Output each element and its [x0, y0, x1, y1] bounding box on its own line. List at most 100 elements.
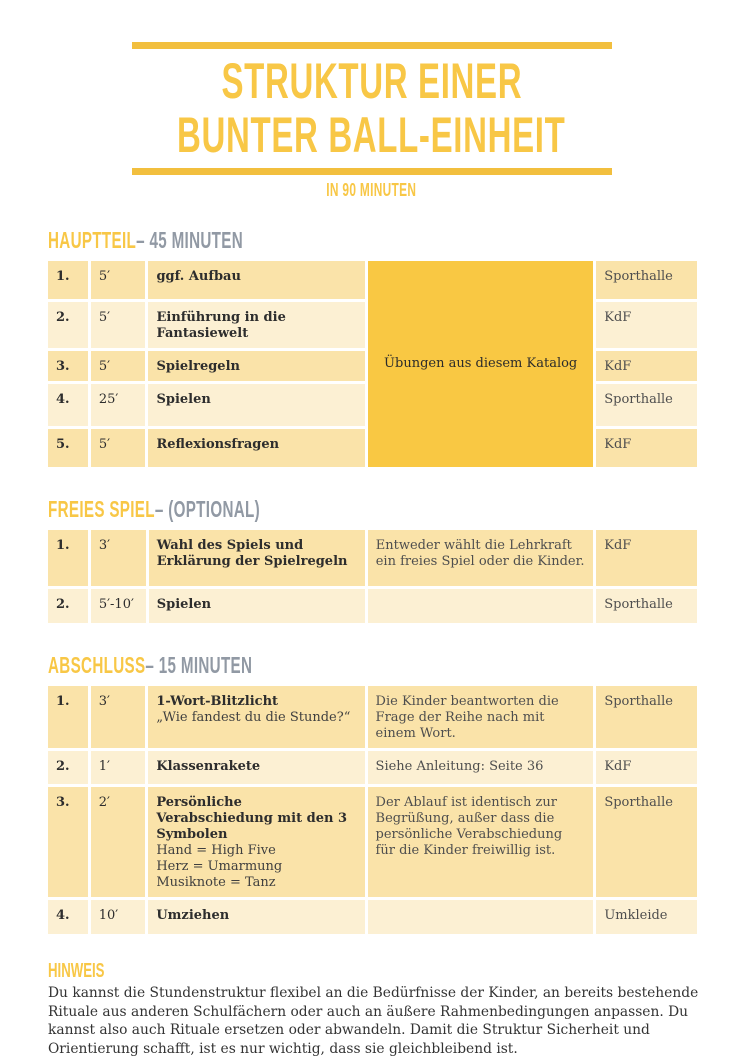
- cell-activity: Klassenrakete: [148, 751, 365, 784]
- cell-location: Sporthalle: [596, 384, 697, 426]
- table-row: 5. 5′ Reflexionsfragen KdF: [48, 429, 697, 467]
- cell-activity: 1-Wort-Blitzlicht „Wie fandest du die Stu…: [148, 686, 365, 748]
- page-subtitle: IN 90 MINUTEN: [0, 180, 743, 201]
- cell-number: 1.: [48, 686, 88, 748]
- cell-activity: Spielregeln: [148, 351, 366, 381]
- page-title-line2: BUNTER BALL-EINHEIT: [0, 108, 743, 162]
- cell-location: Sporthalle: [596, 261, 697, 299]
- cell-location: KdF: [596, 429, 697, 467]
- section-heading-accent: HAUPTTEIL: [48, 227, 137, 253]
- section-heading-rest: – 15 MINUTEN: [145, 652, 253, 678]
- activity-title: Umziehen: [156, 908, 230, 923]
- cell-number: 3.: [48, 787, 88, 897]
- cell-activity: ggf. Aufbau: [148, 261, 366, 299]
- cell-number: 2.: [48, 751, 88, 784]
- activity-subline: Herz = Umarmung: [156, 859, 283, 874]
- cell-number: 1.: [48, 261, 88, 299]
- activity-title: Spielen: [156, 597, 212, 612]
- section-freies-spiel: FREIES SPIEL– (OPTIONAL) 1. 3′ Wahl des Sp…: [48, 497, 700, 626]
- cell-duration: 5′: [90, 429, 146, 467]
- cell-duration: 2′: [90, 787, 146, 897]
- cell-duration: 3′: [90, 686, 146, 748]
- hinweis-section: HINWEIS Du kannst die Stundenstruktur fl…: [48, 960, 700, 1056]
- section-heading: FREIES SPIEL– (OPTIONAL): [48, 497, 700, 522]
- activity-title: Persönliche Verabschiedung mit den 3 Sym…: [156, 795, 347, 842]
- table-row: 2. 5′ Einführung in die Fantasiewelt KdF: [48, 302, 697, 348]
- cell-description: Siehe Anleitung: Seite 36: [367, 751, 594, 784]
- cell-description: [367, 589, 594, 623]
- section-heading-accent: ABSCHLUSS: [48, 652, 146, 678]
- activity-title: Spielen: [156, 392, 211, 407]
- cell-duration: 25′: [90, 384, 146, 426]
- cell-number: 4.: [48, 900, 88, 934]
- section-heading-rest: – 45 MINUTEN: [136, 227, 244, 253]
- activity-title: Spielregeln: [156, 359, 240, 374]
- hinweis-heading: HINWEIS: [48, 960, 700, 982]
- cell-duration: 3′: [90, 530, 146, 586]
- section-heading-rest: – (OPTIONAL): [154, 496, 261, 522]
- activity-subline: „Wie fandest du die Stunde?“: [156, 710, 351, 725]
- cell-number: 1.: [48, 530, 88, 586]
- cell-activity: Einführung in die Fantasiewelt: [148, 302, 366, 348]
- activity-title: Wahl des Spiels und Erklärung der Spielr…: [156, 538, 348, 569]
- cell-activity: Persönliche Verabschiedung mit den 3 Sym…: [148, 787, 365, 897]
- cell-number: 5.: [48, 429, 88, 467]
- page-subtitle-text: IN 90 MINUTEN: [326, 180, 417, 200]
- table-row: 1. 5′ ggf. Aufbau Übungen aus diesem Katalo…: [48, 261, 697, 467]
- page-title-text1: STRUKTUR EINER: [221, 53, 522, 109]
- cell-location: KdF: [596, 351, 697, 381]
- table-row: 3. 2′ Persönliche Verabschiedung mit den 3…: [48, 787, 697, 897]
- cell-location: Sporthalle: [596, 686, 697, 748]
- cell-activity: Wahl des Spiels und Erklärung der Spielr…: [148, 530, 365, 586]
- cell-activity: Spielen: [148, 589, 365, 623]
- table-row: 2. 5′-10′ Spielen Sporthalle: [48, 589, 697, 623]
- cell-duration: 1′: [90, 751, 146, 784]
- table-row: 3. 5′ Spielregeln KdF: [48, 351, 697, 381]
- cell-duration: 5′: [90, 302, 146, 348]
- title-bar-top: [131, 42, 612, 49]
- cell-duration: 10′: [90, 900, 146, 934]
- table-row: 1. 3′ 1-Wort-Blitzlicht „Wie fandest du die…: [48, 686, 697, 748]
- cell-number: 4.: [48, 384, 88, 426]
- cell-number: 3.: [48, 351, 88, 381]
- cell-description: Der Ablauf ist identisch zur Begrüßung, …: [367, 787, 594, 897]
- cell-location: KdF: [596, 751, 697, 784]
- cell-duration: 5′-10′: [90, 589, 146, 623]
- page-title-text2: BUNTER BALL-EINHEIT: [177, 107, 566, 163]
- cell-duration: 5′: [90, 351, 146, 381]
- cell-location: Sporthalle: [596, 787, 697, 897]
- section-heading: ABSCHLUSS– 15 MINUTEN: [48, 653, 700, 678]
- cell-location: Sporthalle: [596, 589, 697, 623]
- table-row: 4. 10′ Umziehen Umkleide: [48, 900, 697, 934]
- cell-location: KdF: [596, 302, 697, 348]
- cell-number: 2.: [48, 302, 88, 348]
- activity-title: Klassenrakete: [156, 759, 261, 774]
- table-row: 4. 25′ Spielen Sporthalle: [48, 384, 697, 426]
- activity-subline: Hand = High Five: [156, 843, 276, 858]
- cell-activity: Umziehen: [148, 900, 365, 934]
- cell-activity: Spielen: [148, 384, 366, 426]
- cell-activity: Reflexionsfragen: [148, 429, 366, 467]
- cell-description: Entweder wählt die Lehrkraft ein freies …: [367, 530, 594, 586]
- activity-title: ggf. Aufbau: [156, 269, 241, 284]
- activity-title: Einführung in die Fantasiewelt: [156, 310, 286, 341]
- table-row: 2. 1′ Klassenrakete Siehe Anleitung: Seite …: [48, 751, 697, 784]
- katalog-cell: Übungen aus diesem Katalog: [368, 261, 594, 467]
- section-heading: HAUPTTEIL– 45 MINUTEN: [48, 228, 700, 253]
- hinweis-text: Du kannst die Stundenstruktur flexibel a…: [48, 985, 699, 1056]
- cell-number: 2.: [48, 589, 88, 623]
- activity-title: 1-Wort-Blitzlicht: [156, 694, 279, 709]
- section-hauptteil: HAUPTTEIL– 45 MINUTEN 1. 5′ ggf. Aufbau Übu…: [48, 228, 700, 470]
- schedule-table-hauptteil: 1. 5′ ggf. Aufbau Übungen aus diesem Katalo…: [45, 258, 700, 470]
- cell-location: KdF: [596, 530, 697, 586]
- section-abschluss: ABSCHLUSS– 15 MINUTEN 1. 3′ 1-Wort-Blitzli…: [48, 653, 700, 937]
- section-heading-accent: FREIES SPIEL: [48, 496, 155, 522]
- page-title-line1: STRUKTUR EINER: [0, 54, 743, 108]
- table-row: 1. 3′ Wahl des Spiels und Erklärung der Sp…: [48, 530, 697, 586]
- schedule-table-abschluss: 1. 3′ 1-Wort-Blitzlicht „Wie fandest du die…: [45, 683, 700, 937]
- title-bar-bottom: [131, 168, 612, 175]
- schedule-table-freies-spiel: 1. 3′ Wahl des Spiels und Erklärung der Sp…: [45, 527, 700, 626]
- activity-subline: Musiknote = Tanz: [156, 875, 276, 890]
- cell-description: [367, 900, 594, 934]
